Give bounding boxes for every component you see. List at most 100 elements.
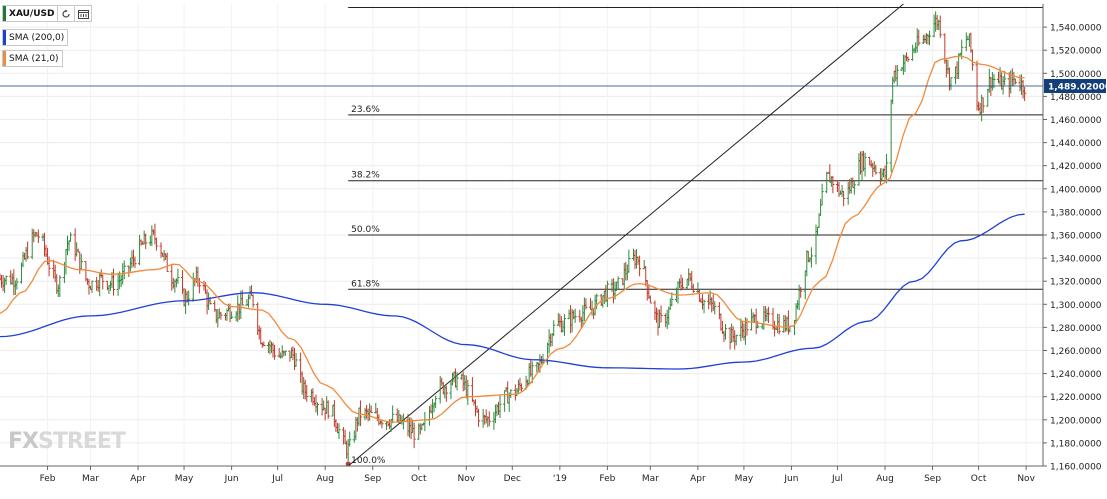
ohlc-bar [111,268,116,296]
ohlc-bar [756,320,760,329]
y-tick-label: 1,260.0000 [1050,347,1102,357]
ohlc-bar [498,395,502,419]
ohlc-bar [573,308,577,323]
ohlc-bars [0,11,1027,462]
ohlc-bar [981,97,985,113]
calendar-icon[interactable] [74,6,91,21]
ohlc-bar [884,153,889,184]
x-tick-label: Apr [690,474,706,484]
y-tick-label: 1,480.0000 [1050,93,1102,103]
y-tick-label: 1,420.0000 [1050,162,1102,172]
symbol-label[interactable]: XAU/USD [9,8,55,19]
sma200-swatch [3,30,6,45]
x-axis: Feb Mar Apr May Jun Jul Aug Sep Oct Nov Dec '19 Feb M… [0,465,1043,484]
ohlc-bar [680,277,685,290]
ohlc-bar [434,395,438,409]
y-tick-label: 1,280.0000 [1050,324,1102,334]
x-tick-label: Oct [411,474,427,484]
ohlc-bar [487,411,491,427]
ohlc-bar [348,431,352,447]
ohlc-bar [745,318,749,336]
ohlc-bar [842,190,846,207]
y-tick-label: 1,500.0000 [1050,70,1102,80]
ohlc-bar [444,385,448,402]
ohlc-bar [380,419,384,429]
y-tick-label: 1,460.0000 [1050,116,1102,126]
ohlc-bar [777,314,781,335]
sma21-label: SMA (21,0) [9,53,59,64]
ohlc-bar [369,405,373,413]
x-tick-label: Feb [599,474,615,484]
y-tick-label: 1,340.0000 [1050,255,1102,265]
ohlc-bar [272,344,277,360]
ohlc-bar [122,260,126,280]
y-tick-label: 1,220.0000 [1050,393,1102,403]
x-tick-label: Nov [1017,474,1035,484]
ohlc-bar [326,400,330,419]
ohlc-bar [337,423,341,440]
x-tick-label: Oct [971,474,987,484]
ohlc-bar [187,290,191,306]
x-tick-label: Apr [130,474,146,484]
ohlc-bar [133,256,137,268]
ohlc-bar [874,164,878,175]
sma21-legend[interactable]: SMA (21,0) [2,50,63,67]
last-price-label: 1,489.02000 [1048,82,1107,92]
x-tick-label: '19 [553,474,567,484]
x-tick-label: May [175,474,194,484]
x-tick-label: Sep [364,474,381,484]
ohlc-bar [895,64,899,86]
ohlc-bar [294,352,298,367]
y-tick-label: 1,360.0000 [1050,232,1102,242]
y-tick-label: 1,520.0000 [1050,47,1102,57]
symbol-toolbar: XAU/USD [2,5,93,22]
y-axis: 1,160.0000 1,180.0000 1,200.0000 1,220.0000… [1042,4,1102,473]
sma200-legend[interactable]: SMA (200,0) [2,29,69,46]
ohlc-bar [15,278,19,290]
y-tick-label: 1,180.0000 [1050,439,1102,449]
y-tick-label: 1,300.0000 [1050,301,1102,311]
y-tick-label: 1,200.0000 [1050,416,1102,426]
ohlc-bar [251,294,255,308]
x-tick-label: Aug [876,474,894,484]
ohlc-bar [455,372,459,391]
ohlc-bar [917,29,921,46]
ohlc-bar [552,320,556,337]
y-tick-label: 1,160.0000 [1050,463,1102,473]
fib-level-label: 61.8% [351,279,380,289]
ohlc-bar [79,253,83,271]
symbol-swatch [3,6,6,21]
ohlc-bar [358,400,363,427]
trendline [347,3,904,467]
ohlc-bar [949,77,953,90]
fxstreet-logo: FXSTREET [8,429,126,454]
trendline-layer [347,3,904,467]
fibonacci-levels: 23.6% 38.2% 50.0% 61.8% 100.0% [345,6,1043,467]
refresh-icon[interactable] [57,6,74,21]
ohlc-bar [638,255,642,277]
sma200-line [0,213,1025,370]
ohlc-bar [863,152,867,177]
ohlc-bar [412,422,416,449]
fib-level-label: 100.0% [351,456,386,466]
ohlc-bar [305,384,309,402]
x-tick-label: Jun [224,474,239,484]
ohlc-bar [36,229,40,244]
ohlc-bar [262,341,266,347]
x-tick-label: Mar [642,474,659,484]
last-price-marker: 1,489.02000 [0,78,1107,93]
ohlc-bar [476,408,481,427]
ohlc-bar [734,334,738,346]
ohlc-bar [4,275,8,285]
x-tick-label: Dec [504,474,521,484]
ohlc-bar [702,299,706,314]
x-tick-label: Jun [783,474,798,484]
ohlc-bar [809,247,813,268]
ohlc-bar [68,232,73,242]
y-tick-label: 1,320.0000 [1050,278,1102,288]
ohlc-bar [58,275,62,297]
ohlc-bar [906,56,910,63]
ohlc-bar [605,280,609,307]
ohlc-bar [26,241,30,260]
